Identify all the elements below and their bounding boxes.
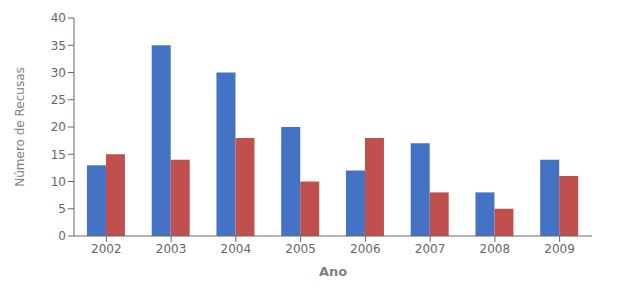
svg-text:25: 25 [51,93,66,107]
svg-text:2002: 2002 [91,242,122,256]
svg-text:20: 20 [51,120,66,134]
svg-text:35: 35 [51,39,66,53]
svg-text:2004: 2004 [221,242,252,256]
svg-text:2007: 2007 [415,242,446,256]
svg-text:15: 15 [51,148,66,162]
svg-text:2003: 2003 [156,242,187,256]
svg-text:2009: 2009 [544,242,575,256]
svg-text:2008: 2008 [480,242,511,256]
svg-text:2005: 2005 [285,242,316,256]
svg-text:5: 5 [58,202,66,216]
svg-text:Ano: Ano [319,264,347,279]
svg-text:10: 10 [51,175,66,189]
svg-text:Número de Recusas: Número de Recusas [13,67,27,187]
svg-text:40: 40 [51,11,66,25]
svg-text:0: 0 [58,229,66,243]
svg-text:30: 30 [51,66,66,80]
svg-text:2006: 2006 [350,242,381,256]
